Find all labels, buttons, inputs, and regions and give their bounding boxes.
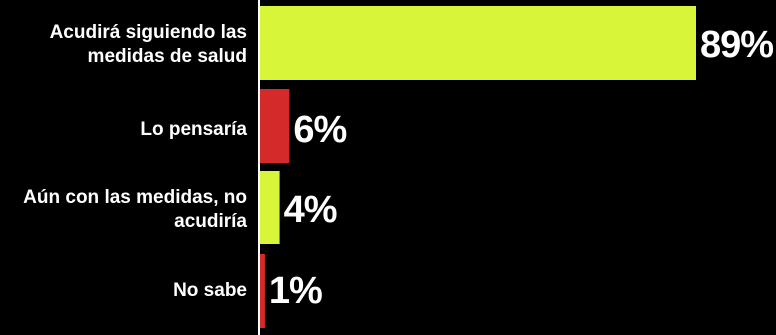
category-label: medidas de salud [88,46,247,67]
category-label: Acudirá siguiendo las [50,22,247,43]
bar-3 [260,171,280,244]
category-label: Aún con las medidas, no [23,187,247,208]
value-label: 89% [700,24,773,66]
bar-2 [260,89,290,163]
bar-1 [260,6,696,80]
labels-layer: 89% Acudirá siguiendo las medidas de salud… [23,22,774,312]
value-label: 4% [284,189,337,231]
category-label: acudiría [174,211,247,232]
category-label: Lo pensaría [140,119,247,140]
value-label: 6% [293,109,346,151]
bars-layer [260,6,696,328]
bar-4 [260,254,265,328]
value-label: 1% [269,270,322,312]
category-label: No sabe [173,280,247,301]
